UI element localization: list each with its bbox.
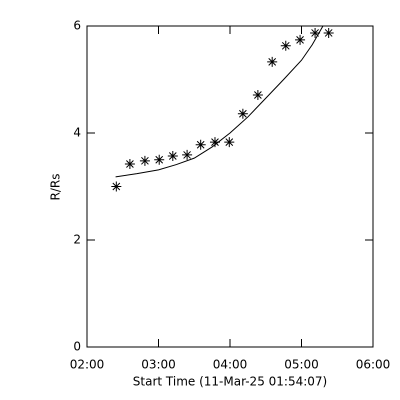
data-point xyxy=(167,151,178,162)
x-axis-label: Start Time (11-Mar-25 01:54:07) xyxy=(133,375,327,389)
data-point xyxy=(182,149,193,160)
x-tick-label: 04:00 xyxy=(213,358,248,372)
data-point xyxy=(295,34,306,45)
data-point xyxy=(323,27,334,38)
data-point xyxy=(252,90,263,101)
y-tick-label: 4 xyxy=(73,126,81,140)
data-point xyxy=(195,139,206,150)
data-point xyxy=(154,154,165,165)
data-point xyxy=(224,137,235,148)
data-point xyxy=(139,155,150,166)
x-tick-label: 05:00 xyxy=(284,358,319,372)
y-tick-label: 6 xyxy=(73,19,81,33)
data-point xyxy=(111,181,122,192)
data-point xyxy=(237,108,248,119)
data-point xyxy=(280,40,291,51)
data-point xyxy=(267,56,278,67)
x-tick-label: 06:00 xyxy=(356,358,391,372)
plot-frame xyxy=(86,25,374,348)
fit-line xyxy=(115,25,324,178)
y-tick-label: 0 xyxy=(73,340,81,354)
y-tick-label: 2 xyxy=(73,233,81,247)
data-point xyxy=(124,159,135,170)
data-point xyxy=(310,27,321,38)
x-tick-label: 03:00 xyxy=(141,358,176,372)
x-tick-label: 02:00 xyxy=(70,358,105,372)
data-point xyxy=(209,137,220,148)
y-axis-label: R/Rs xyxy=(49,174,63,201)
